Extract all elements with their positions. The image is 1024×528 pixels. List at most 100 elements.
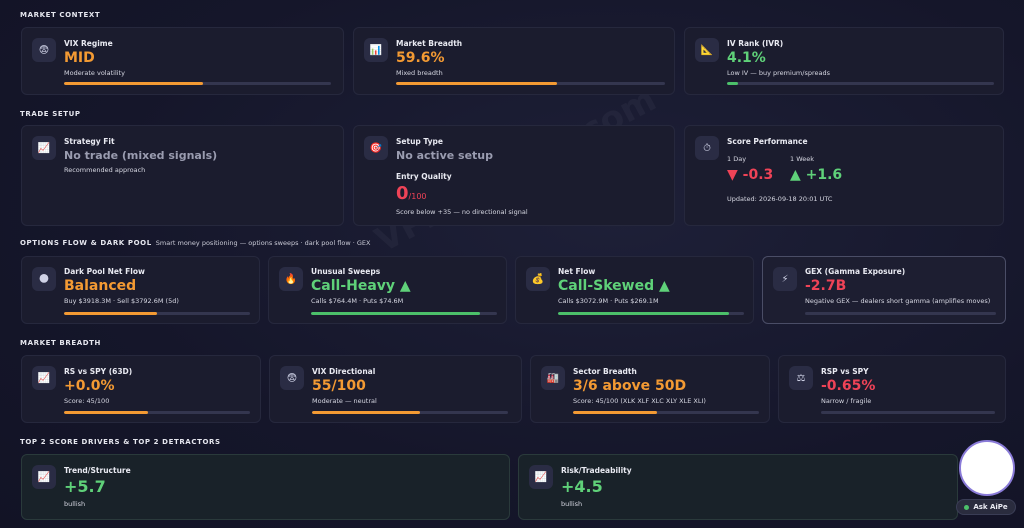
card-desc: Narrow / fragile bbox=[821, 397, 872, 405]
card-vix-directional[interactable]: 😨 VIX Directional 55/100 Moderate — neut… bbox=[269, 355, 522, 423]
scales-icon: ⚖ bbox=[789, 366, 813, 390]
card-driver-trend[interactable]: 📈 Trend/Structure +5.7 bullish bbox=[21, 454, 510, 520]
card-strategy-fit[interactable]: 📈 Strategy Fit No trade (mixed signals) … bbox=[21, 125, 344, 226]
buildings-icon: 🏭 bbox=[541, 366, 565, 390]
card-setup-type[interactable]: 🎯 Setup Type No active setup Entry Quali… bbox=[353, 125, 675, 226]
card-vix-regime[interactable]: 😨 VIX Regime MID Moderate volatility bbox=[21, 27, 344, 95]
card-value: No active setup bbox=[396, 149, 493, 162]
card-iv-rank[interactable]: 📐 IV Rank (IVR) 4.1% Low IV — buy premiu… bbox=[684, 27, 1004, 95]
card-value: 55/100 bbox=[312, 378, 366, 394]
card-value: +5.7 bbox=[64, 477, 106, 496]
card-value: No trade (mixed signals) bbox=[64, 149, 218, 162]
card-desc: Recommended approach bbox=[64, 166, 146, 174]
section-subtitle: Smart money positioning — options sweeps… bbox=[155, 239, 371, 247]
card-value: +4.5 bbox=[561, 477, 603, 496]
card-label: Dark Pool Net Flow bbox=[64, 267, 145, 276]
card-label: VIX Regime bbox=[64, 39, 113, 48]
card-score-performance[interactable]: ⏱ Score Performance 1 Day 1 Week ▼ -0.3 … bbox=[684, 125, 1004, 226]
scared-face-icon: 😨 bbox=[280, 366, 304, 390]
card-label: Score Performance bbox=[727, 137, 808, 146]
entry-quality-value: 0/100 bbox=[396, 183, 427, 204]
card-label: RS vs SPY (63D) bbox=[64, 367, 133, 376]
progress-bar bbox=[805, 312, 996, 315]
card-desc: Moderate — neutral bbox=[312, 397, 377, 405]
card-value: 3/6 above 50D bbox=[573, 378, 687, 394]
timer-icon: ⏱ bbox=[695, 136, 719, 160]
scared-face-icon: 😨 bbox=[32, 38, 56, 62]
progress-bar bbox=[821, 411, 995, 414]
section-title-trade-setup: TRADE SETUP bbox=[20, 110, 81, 118]
card-label: Unusual Sweeps bbox=[311, 267, 381, 276]
card-value: -2.7B bbox=[805, 278, 847, 294]
progress-bar bbox=[64, 82, 331, 85]
monkey-icon: 🐵 bbox=[974, 455, 1000, 481]
card-value: +0.0% bbox=[64, 378, 115, 394]
chart-up-icon: 📈 bbox=[529, 465, 553, 489]
card-label: VIX Directional bbox=[312, 367, 376, 376]
card-value: Call-Heavy ▲ bbox=[311, 278, 411, 294]
card-desc: Mixed breadth bbox=[396, 69, 443, 77]
chart-up-icon: 📈 bbox=[32, 366, 56, 390]
card-label: Strategy Fit bbox=[64, 137, 115, 146]
progress-bar bbox=[573, 411, 759, 414]
card-value: MID bbox=[64, 50, 95, 66]
chart-up-icon: 📈 bbox=[32, 136, 56, 160]
entry-quality-desc: Score below +35 — no directional signal bbox=[396, 208, 528, 216]
progress-bar bbox=[64, 312, 250, 315]
card-sector-breadth[interactable]: 🏭 Sector Breadth 3/6 above 50D Score: 45… bbox=[530, 355, 770, 423]
card-market-breadth[interactable]: 📊 Market Breadth 59.6% Mixed breadth bbox=[353, 27, 675, 95]
card-unusual-sweeps[interactable]: 🔥 Unusual Sweeps Call-Heavy ▲ Calls $764… bbox=[268, 256, 507, 324]
card-desc: Buy $3918.3M · Sell $3792.6M (5d) bbox=[64, 297, 179, 305]
card-value: 59.6% bbox=[396, 50, 445, 66]
week-label: 1 Week bbox=[790, 155, 815, 163]
progress-bar bbox=[396, 82, 665, 85]
card-net-flow[interactable]: 💰 Net Flow Call-Skewed ▲ Calls $3072.9M … bbox=[515, 256, 754, 324]
card-dark-pool[interactable]: 🌑 Dark Pool Net Flow Balanced Buy $3918.… bbox=[21, 256, 260, 324]
entry-quality-label: Entry Quality bbox=[396, 172, 452, 181]
card-label: Market Breadth bbox=[396, 39, 463, 48]
card-rs-vs-spy[interactable]: 📈 RS vs SPY (63D) +0.0% Score: 45/100 bbox=[21, 355, 261, 423]
card-label: Net Flow bbox=[558, 267, 596, 276]
bar-chart-icon: 📊 bbox=[364, 38, 388, 62]
card-gex[interactable]: ⚡ GEX (Gamma Exposure) -2.7B Negative GE… bbox=[762, 256, 1006, 324]
week-value: ▲ +1.6 bbox=[790, 167, 843, 183]
progress-bar bbox=[558, 312, 744, 315]
card-label: Risk/Tradeability bbox=[561, 466, 632, 475]
card-driver-risk[interactable]: 📈 Risk/Tradeability +4.5 bullish bbox=[518, 454, 958, 520]
globe-icon: 🌑 bbox=[32, 267, 56, 291]
card-label: Sector Breadth bbox=[573, 367, 637, 376]
assistant-avatar[interactable]: 🐵 bbox=[959, 440, 1015, 496]
card-desc: Calls $3072.9M · Puts $269.1M bbox=[558, 297, 659, 305]
card-label: GEX (Gamma Exposure) bbox=[805, 267, 906, 276]
card-value: 4.1% bbox=[727, 50, 766, 66]
progress-bar bbox=[312, 411, 508, 414]
online-dot-icon bbox=[964, 504, 970, 510]
card-label: Trend/Structure bbox=[64, 466, 131, 475]
card-desc: Moderate volatility bbox=[64, 69, 125, 77]
ask-aipe-label: Ask AiPe bbox=[973, 503, 1008, 511]
day-value: ▼ -0.3 bbox=[727, 167, 774, 183]
progress-bar bbox=[311, 312, 497, 315]
card-label: IV Rank (IVR) bbox=[727, 39, 784, 48]
ask-aipe-button[interactable]: Ask AiPe bbox=[956, 499, 1016, 515]
card-rsp-vs-spy[interactable]: ⚖ RSP vs SPY -0.65% Narrow / fragile bbox=[778, 355, 1006, 423]
card-desc: Calls $764.4M · Puts $74.6M bbox=[311, 297, 404, 305]
lightning-icon: ⚡ bbox=[773, 267, 797, 291]
card-desc: bullish bbox=[561, 500, 583, 508]
section-title-text: OPTIONS FLOW & DARK POOL bbox=[20, 239, 152, 247]
chart-up-icon: 📈 bbox=[32, 465, 56, 489]
card-desc: bullish bbox=[64, 500, 86, 508]
day-label: 1 Day bbox=[727, 155, 747, 163]
section-title-drivers: TOP 2 SCORE DRIVERS & TOP 2 DETRACTORS bbox=[20, 438, 221, 446]
card-value: Balanced bbox=[64, 278, 137, 294]
fire-icon: 🔥 bbox=[279, 267, 303, 291]
card-label: RSP vs SPY bbox=[821, 367, 869, 376]
section-title-market-breadth: MARKET BREADTH bbox=[20, 339, 101, 347]
card-desc: Score: 45/100 bbox=[64, 397, 110, 405]
triangle-ruler-icon: 📐 bbox=[695, 38, 719, 62]
section-title-options-flow: OPTIONS FLOW & DARK POOL Smart money posi… bbox=[20, 239, 370, 247]
target-icon: 🎯 bbox=[364, 136, 388, 160]
money-bag-icon: 💰 bbox=[526, 267, 550, 291]
card-desc: Score: 45/100 (XLK XLF XLC XLY XLE XLI) bbox=[573, 397, 706, 405]
card-label: Setup Type bbox=[396, 137, 443, 146]
